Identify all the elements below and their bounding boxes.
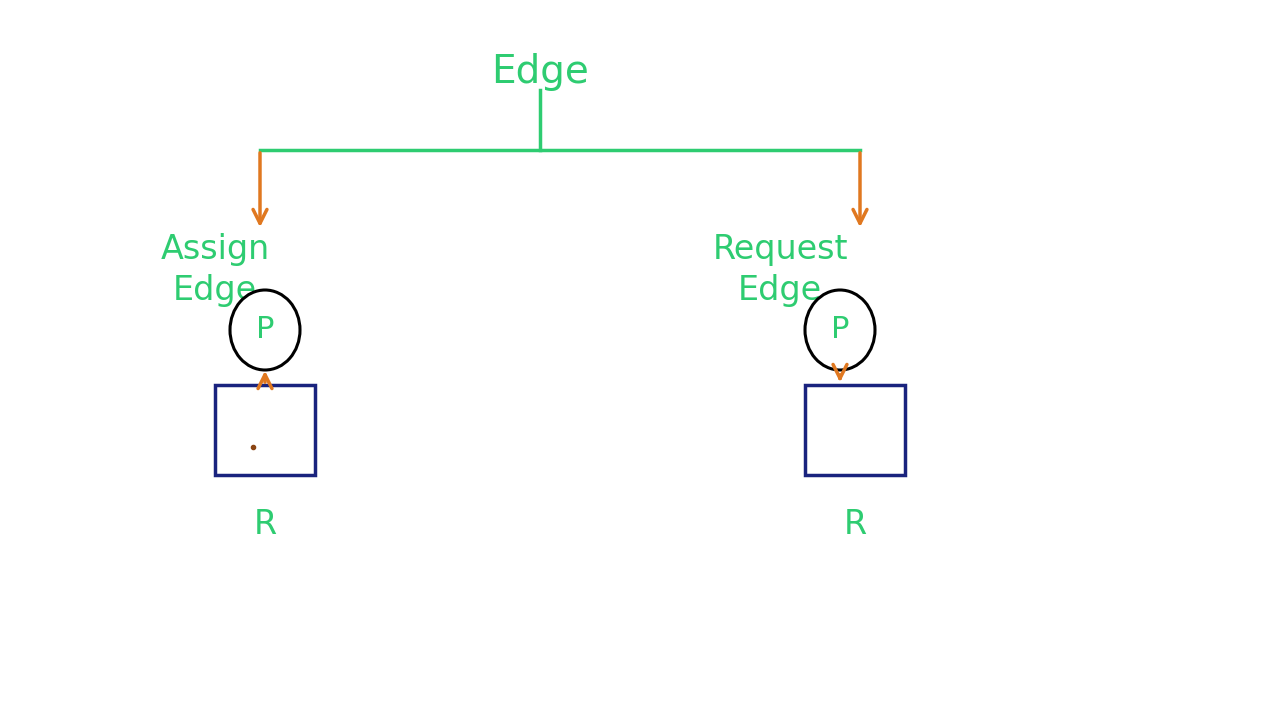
Text: P: P	[256, 315, 274, 344]
Text: R: R	[844, 508, 867, 541]
Text: Request
Edge: Request Edge	[712, 233, 847, 307]
Text: P: P	[831, 315, 849, 344]
Ellipse shape	[230, 290, 300, 370]
Bar	[215, 385, 315, 475]
Text: R: R	[253, 508, 276, 541]
Ellipse shape	[805, 290, 876, 370]
Text: Assign
Edge: Assign Edge	[160, 233, 270, 307]
Bar	[805, 385, 905, 475]
Text: Edge: Edge	[492, 53, 589, 91]
